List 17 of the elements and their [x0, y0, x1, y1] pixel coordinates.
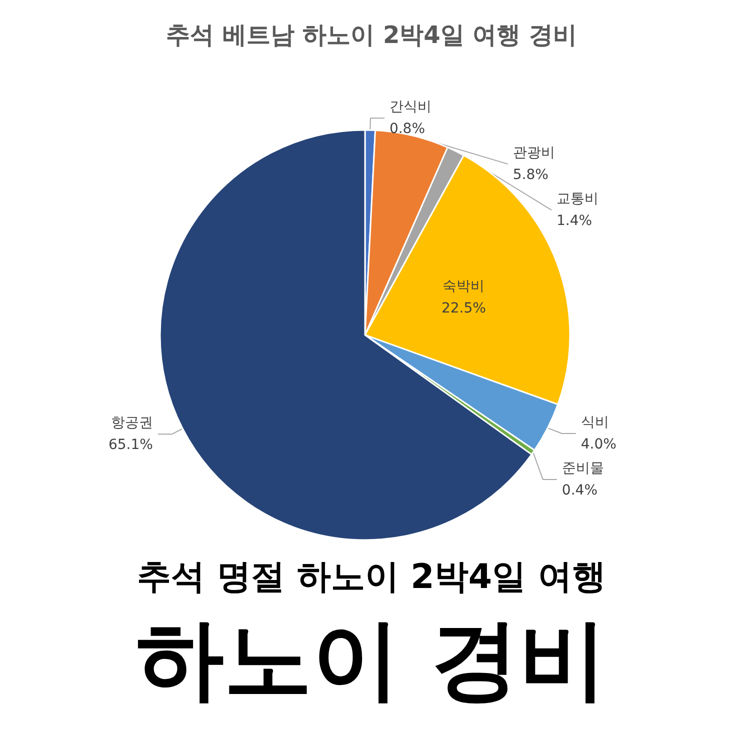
slice-label: 숙박비 [442, 278, 485, 295]
slice-label: 간식비 [389, 99, 432, 116]
slice-label: 항공권 [110, 415, 153, 432]
data-label: 5.8% [512, 167, 548, 184]
text: 하노이 경비 [136, 608, 607, 710]
data-label: 0.4% [562, 482, 598, 499]
data-label: 4.0% [580, 436, 616, 453]
data-label: 22.5% [441, 300, 486, 317]
data-label: 0.8% [389, 121, 426, 138]
chart-title: 추석 베트남 하노이 2박4일 여행 경비 [166, 21, 578, 49]
slice-label: 교통비 [556, 191, 599, 208]
slice-label: 관광비 [512, 145, 555, 162]
slice-label: 식비 [580, 414, 609, 431]
data-label: 1.4% [556, 213, 592, 230]
data-label: 65.1% [108, 437, 153, 454]
text: 추석 명절 하노이 2박4일 여행 [137, 557, 606, 597]
slice-label: 준비물 [562, 460, 604, 477]
